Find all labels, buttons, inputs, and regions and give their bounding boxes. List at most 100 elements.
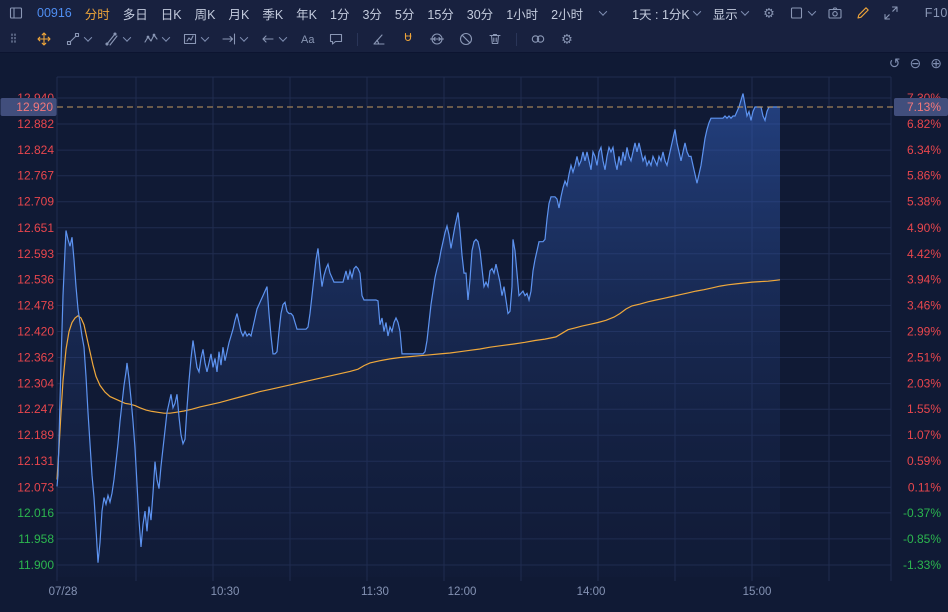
comment-button[interactable] bbox=[328, 31, 344, 47]
watchlist-toggle-icon[interactable] bbox=[8, 5, 24, 21]
period-tab-13[interactable]: 2小时 bbox=[551, 4, 583, 23]
chevron-down-icon bbox=[808, 7, 816, 15]
price-axis-label: 12.709 bbox=[17, 195, 54, 209]
price-axis-label: 12.304 bbox=[17, 377, 54, 391]
drag-handle-button[interactable] bbox=[7, 31, 23, 47]
price-axis-label: 12.536 bbox=[17, 272, 54, 286]
camera-button[interactable] bbox=[827, 5, 843, 21]
back-arrow-icon bbox=[260, 31, 276, 47]
chart-area[interactable]: 12.94012.88212.82412.76712.70912.65112.5… bbox=[0, 53, 948, 607]
price-axis-label: 12.131 bbox=[17, 454, 54, 468]
chevron-down-icon bbox=[123, 33, 131, 41]
pct-axis-label: 1.55% bbox=[907, 402, 941, 416]
pct-axis-label: -1.33% bbox=[903, 558, 941, 572]
ban-icon bbox=[458, 31, 474, 47]
gear-icon: ⚙ bbox=[559, 31, 575, 47]
period-tab-11[interactable]: 30分 bbox=[467, 4, 493, 23]
period-tab-6[interactable]: 年K bbox=[296, 4, 317, 23]
svg-text:Aa: Aa bbox=[301, 34, 315, 46]
magnet-button[interactable] bbox=[400, 31, 416, 47]
period-tab-8[interactable]: 3分 bbox=[362, 4, 381, 23]
link-circles-button[interactable] bbox=[530, 31, 546, 47]
period-tab-4[interactable]: 月K bbox=[228, 4, 249, 23]
pencil-icon bbox=[855, 5, 871, 21]
angle-button[interactable] bbox=[371, 31, 387, 47]
text-tool-icon: Aa bbox=[299, 31, 315, 47]
ban-button[interactable] bbox=[458, 31, 474, 47]
kline-style-value: 1天 : 1分K bbox=[632, 4, 690, 23]
period-tab-3[interactable]: 周K bbox=[195, 4, 216, 23]
pct-axis-label: 5.86% bbox=[907, 169, 941, 183]
display-menu[interactable]: 显示 bbox=[713, 4, 748, 23]
layout-select-button[interactable] bbox=[789, 5, 815, 21]
pattern-button[interactable] bbox=[182, 31, 208, 47]
period-tab-1[interactable]: 多日 bbox=[123, 4, 148, 23]
chevron-down-icon[interactable] bbox=[599, 7, 607, 15]
settings-gear-button[interactable]: ⚙ bbox=[761, 5, 777, 21]
trash-button[interactable] bbox=[487, 31, 503, 47]
price-axis-label: 12.016 bbox=[17, 506, 54, 520]
period-tab-10[interactable]: 15分 bbox=[427, 4, 453, 23]
chevron-down-icon bbox=[741, 7, 749, 15]
wave-icon bbox=[143, 31, 159, 47]
reset-zoom-icon[interactable]: ↺ bbox=[889, 55, 901, 71]
flip-icon bbox=[429, 31, 445, 47]
time-axis-label: 10:30 bbox=[211, 586, 240, 598]
comment-icon bbox=[328, 31, 344, 47]
chevron-down-icon bbox=[162, 33, 170, 41]
f10-button[interactable]: F10 bbox=[925, 6, 948, 20]
pct-axis-label: -0.37% bbox=[903, 506, 941, 520]
measure-icon bbox=[221, 31, 237, 47]
pitchfork-button[interactable] bbox=[104, 31, 130, 47]
camera-icon bbox=[827, 5, 843, 21]
kline-style-select[interactable]: 1天 : 1分K bbox=[632, 4, 700, 23]
price-axis-label: 12.651 bbox=[17, 221, 54, 235]
pct-axis-label: 1.07% bbox=[907, 428, 941, 442]
wave-button[interactable] bbox=[143, 31, 169, 47]
pct-axis-label: 3.94% bbox=[907, 272, 941, 286]
trend-line-button[interactable] bbox=[65, 31, 91, 47]
pattern-icon bbox=[182, 31, 198, 47]
stock-code[interactable]: 00916 bbox=[37, 6, 72, 20]
fullscreen-button[interactable] bbox=[883, 5, 899, 21]
period-tab-9[interactable]: 5分 bbox=[395, 4, 414, 23]
price-area-fill bbox=[57, 94, 780, 578]
period-tab-12[interactable]: 1小时 bbox=[506, 4, 538, 23]
text-tool-button[interactable]: Aa bbox=[299, 31, 315, 47]
period-tab-0[interactable]: 分时 bbox=[85, 4, 110, 23]
price-axis-label: 11.958 bbox=[18, 532, 54, 546]
display-menu-label: 显示 bbox=[713, 4, 738, 23]
current-pct-badge: 7.13% bbox=[907, 100, 941, 114]
price-axis-label: 12.247 bbox=[17, 402, 54, 416]
period-tabs: 分时多日日K 周K 月K 季K 年K 1分 3分 5分 15分 30分 1小时 2小时 bbox=[85, 4, 606, 23]
period-tab-2[interactable]: 日K bbox=[161, 4, 182, 23]
fullscreen-icon bbox=[883, 5, 899, 21]
zoom-in-icon[interactable]: ⊕ bbox=[930, 55, 942, 71]
pct-axis-label: 3.46% bbox=[907, 298, 941, 312]
move-tool-button[interactable] bbox=[36, 31, 52, 47]
price-axis-label: 12.767 bbox=[17, 169, 54, 183]
current-price-badge: 12.920 bbox=[16, 100, 53, 114]
pct-axis-label: -0.85% bbox=[903, 532, 941, 546]
pct-axis-label: 0.11% bbox=[908, 480, 941, 494]
gear-button[interactable]: ⚙ bbox=[559, 31, 575, 47]
period-tab-5[interactable]: 季K bbox=[262, 4, 283, 23]
drag-handle-icon bbox=[7, 31, 23, 47]
drawing-toolbar: Aa ⚙ bbox=[0, 26, 948, 53]
pct-axis-label: 2.99% bbox=[907, 325, 941, 339]
intraday-chart[interactable]: 12.94012.88212.82412.76712.70912.65112.5… bbox=[0, 53, 948, 607]
pct-axis-label: 4.90% bbox=[907, 221, 941, 235]
price-axis-label: 12.362 bbox=[17, 351, 54, 365]
measure-button[interactable] bbox=[221, 31, 247, 47]
chevron-down-icon bbox=[693, 7, 701, 15]
period-tab-7[interactable]: 1分 bbox=[330, 4, 349, 23]
price-axis-label: 12.882 bbox=[17, 117, 54, 131]
link-circles-icon bbox=[530, 31, 546, 47]
pencil-button[interactable] bbox=[855, 5, 871, 21]
svg-text:⚙: ⚙ bbox=[763, 6, 775, 21]
topbar: 00916 分时多日日K 周K 月K 季K 年K 1分 3分 5分 15分 30分 1小时 2小时 1… bbox=[0, 0, 948, 26]
back-arrow-button[interactable] bbox=[260, 31, 286, 47]
flip-button[interactable] bbox=[429, 31, 445, 47]
zoom-out-icon[interactable]: ⊖ bbox=[910, 55, 922, 71]
